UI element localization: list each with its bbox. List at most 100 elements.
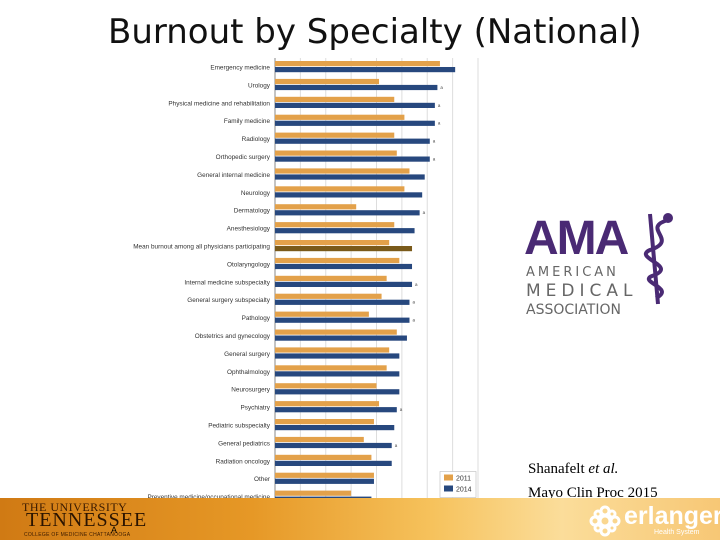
chart-svg: Emergency medicine Urology a Physical medic… [133, 58, 480, 530]
bar-2011 [275, 401, 380, 407]
bar-2011 [275, 454, 372, 460]
bar-2011 [275, 78, 380, 85]
bar-2014 [275, 317, 410, 323]
category-label: Obstetrics and gynecology [195, 333, 271, 340]
bar-2011 [275, 96, 395, 102]
category-label: Radiation oncology [216, 458, 271, 465]
category-label: General surgery [224, 351, 271, 358]
category-label: Pathology [242, 315, 271, 322]
category-label: Dermatology [234, 208, 271, 215]
ama-logo-line3: ASSOCIATION [526, 302, 621, 318]
category-label: Radiology [242, 136, 271, 143]
significance-marker: a [412, 300, 415, 305]
category-label: Pediatric subspecialty [208, 422, 271, 429]
bar-2011 [275, 222, 395, 228]
erlanger-name: erlanger [624, 502, 720, 530]
bar-2011 [275, 365, 387, 371]
category-label: Physical medicine and rehabilitation [168, 100, 270, 107]
erlanger-sub: Health System [654, 529, 700, 536]
bar-2014 [275, 442, 392, 449]
bar-2014 [275, 281, 413, 287]
bar-2014 [275, 67, 456, 73]
ama-logo-line2: MEDICAL [526, 281, 637, 301]
bar-2014 [275, 228, 415, 234]
bar-2011 [275, 186, 405, 192]
significance-marker: a [438, 103, 441, 108]
ut-logo-line1: THE UNIVERSITY [22, 500, 128, 514]
category-label: Ophthalmology [227, 369, 271, 376]
footer-letter: A [111, 525, 118, 535]
bar-2011 [275, 293, 382, 299]
bar-2011 [275, 490, 352, 496]
citation-journal: Mayo Clin Proc 2015 [528, 485, 658, 501]
bar-2011 [275, 347, 390, 353]
significance-marker: a [412, 318, 415, 323]
citation: Shanafelt et al. Mayo Clin Proc 2015 [528, 457, 658, 505]
bar-2014 [275, 246, 413, 252]
bar-2014 [275, 156, 430, 162]
bar-2014 [275, 407, 397, 413]
bar-2011 [275, 311, 369, 317]
bar-2011 [275, 61, 440, 67]
category-label: Urology [248, 82, 271, 89]
bar-2014 [275, 299, 410, 305]
bar-2014 [275, 192, 423, 198]
citation-authors: Shanafelt [528, 461, 589, 477]
significance-marker: a [433, 139, 436, 144]
category-label: Neurology [241, 190, 271, 197]
erlanger-emblem-icon [589, 505, 621, 537]
category-label: General internal medicine [197, 172, 270, 179]
bar-2011 [275, 275, 387, 281]
bar-2014 [275, 210, 420, 216]
erlanger-logo: erlanger Health System [588, 502, 720, 540]
significance-marker: a [438, 121, 441, 126]
bar-2014 [275, 460, 392, 466]
category-label: Anesthesiology [227, 226, 271, 233]
legend-swatch-2011 [444, 474, 453, 481]
ama-logo: AMA AMERICAN MEDICAL ASSOCIATION [524, 212, 673, 318]
legend-swatch-2014 [444, 485, 453, 492]
category-label: Mean burnout among all physicians partic… [133, 243, 270, 250]
bar-2014 [275, 263, 413, 270]
bar-2014 [275, 174, 425, 180]
bar-2011 [275, 472, 374, 478]
category-label: General pediatrics [218, 440, 270, 447]
significance-marker: a [440, 85, 443, 90]
bar-2011 [275, 150, 397, 156]
category-label: Emergency medicine [210, 64, 270, 71]
bar-2011 [275, 436, 364, 443]
category-label: Internal medicine subspecialty [184, 279, 270, 286]
significance-marker: a [415, 282, 418, 287]
bar-2014 [275, 84, 438, 91]
bar-2014 [275, 425, 395, 431]
page-title: Burnout by Specialty (National) [108, 12, 642, 52]
citation-authors-line: Shanafelt et al. [528, 457, 658, 481]
bar-2011 [275, 383, 377, 389]
category-label: Other [254, 476, 271, 483]
ama-logo-line1: AMERICAN [526, 265, 619, 280]
significance-marker: a [423, 210, 426, 215]
significance-marker: a [400, 407, 403, 412]
bar-2014 [275, 335, 407, 341]
category-label: General surgery subspecialty [187, 297, 271, 304]
ama-logo-mark: AMA [524, 212, 629, 265]
significance-marker: a [433, 157, 436, 162]
bar-2014 [275, 478, 374, 484]
category-label: Family medicine [224, 118, 271, 125]
bar-2011 [275, 257, 400, 264]
legend-label: 2014 [456, 487, 472, 494]
category-label: Psychiatry [241, 405, 271, 412]
bar-2011 [275, 114, 405, 120]
bar-2011 [275, 419, 374, 425]
bar-2011 [275, 204, 357, 210]
bar-2011 [275, 168, 410, 174]
legend-label: 2011 [456, 476, 471, 483]
ut-logo-line3: COLLEGE OF MEDICINE CHATTANOOGA [24, 532, 131, 538]
bar-2014 [275, 102, 435, 108]
significance-marker: a [395, 443, 398, 448]
caduceus-icon [643, 213, 673, 305]
category-label: Orthopedic surgery [216, 154, 271, 161]
bar-2011 [275, 329, 397, 335]
bar-2011 [275, 132, 395, 138]
citation-etal: et al. [588, 461, 619, 477]
